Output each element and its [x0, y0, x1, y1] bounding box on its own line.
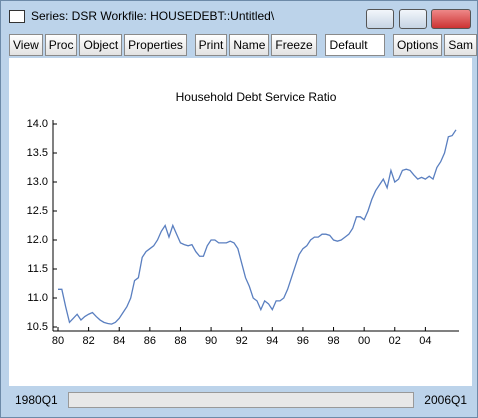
chart-title: Household Debt Service Ratio — [176, 90, 337, 104]
y-tick-label: 11.5 — [27, 263, 48, 275]
x-tick-label: 86 — [144, 335, 156, 347]
x-tick-label: 80 — [52, 335, 64, 347]
x-tick-label: 02 — [389, 335, 401, 347]
window-title: Series: DSR Workfile: HOUSEDEBT::Untitle… — [31, 9, 275, 23]
maximize-button[interactable] — [399, 9, 427, 29]
chart: Household Debt Service Ratio 10.5 11.0 11.… — [27, 90, 459, 347]
x-tick-label: 94 — [266, 335, 278, 347]
data-line — [58, 129, 457, 325]
x-tick-label: 92 — [236, 335, 248, 347]
toolbar-button[interactable]: Object — [79, 34, 123, 56]
y-tick-label: 12.5 — [27, 205, 48, 217]
footer: 1980Q1 2006Q1 — [9, 389, 473, 411]
toolbar-button[interactable]: View — [9, 34, 43, 56]
x-tick-label: 88 — [174, 335, 186, 347]
x-tick-label: 00 — [358, 335, 370, 347]
dropdown[interactable]: Default — [324, 34, 386, 56]
x-tick-label: 96 — [297, 335, 309, 347]
scrollbar[interactable] — [67, 392, 415, 408]
y-tick-label: 12.0 — [27, 234, 48, 246]
y-tick-label: 13.5 — [27, 147, 48, 159]
y-tick-label: 11.0 — [27, 292, 48, 304]
sample-end: 2006Q1 — [424, 393, 467, 407]
y-tick-label: 13.0 — [27, 176, 48, 188]
x-tick-label: 84 — [113, 335, 125, 347]
toolbar-button[interactable]: Sam — [444, 34, 477, 56]
title-bar: Series: DSR Workfile: HOUSEDEBT::Untitle… — [1, 1, 477, 31]
sample-start: 1980Q1 — [15, 393, 58, 407]
minimize-button[interactable] — [366, 9, 394, 29]
y-tick-label: 10.5 — [27, 321, 48, 333]
toolbar-button[interactable]: Name — [229, 34, 270, 56]
toolbar-button[interactable]: Print — [194, 34, 228, 56]
x-tick-label: 90 — [205, 335, 217, 347]
chart-area: Household Debt Service Ratio 10.5 11.0 11.… — [9, 58, 472, 386]
x-tick-label: 82 — [82, 335, 94, 347]
toolbar-button[interactable]: Freeze — [271, 34, 317, 56]
x-tick-label: 04 — [419, 335, 431, 347]
toolbar: View Proc Object Properties Print Name F… — [9, 34, 477, 56]
x-tick-label: 98 — [327, 335, 339, 347]
toolbar-button[interactable]: Options — [392, 34, 443, 56]
close-button[interactable] — [431, 9, 471, 29]
window-icon — [9, 9, 25, 23]
toolbar-button[interactable]: Proc — [44, 34, 78, 56]
toolbar-button[interactable]: Properties — [124, 34, 187, 56]
y-tick-label: 14.0 — [27, 118, 48, 130]
